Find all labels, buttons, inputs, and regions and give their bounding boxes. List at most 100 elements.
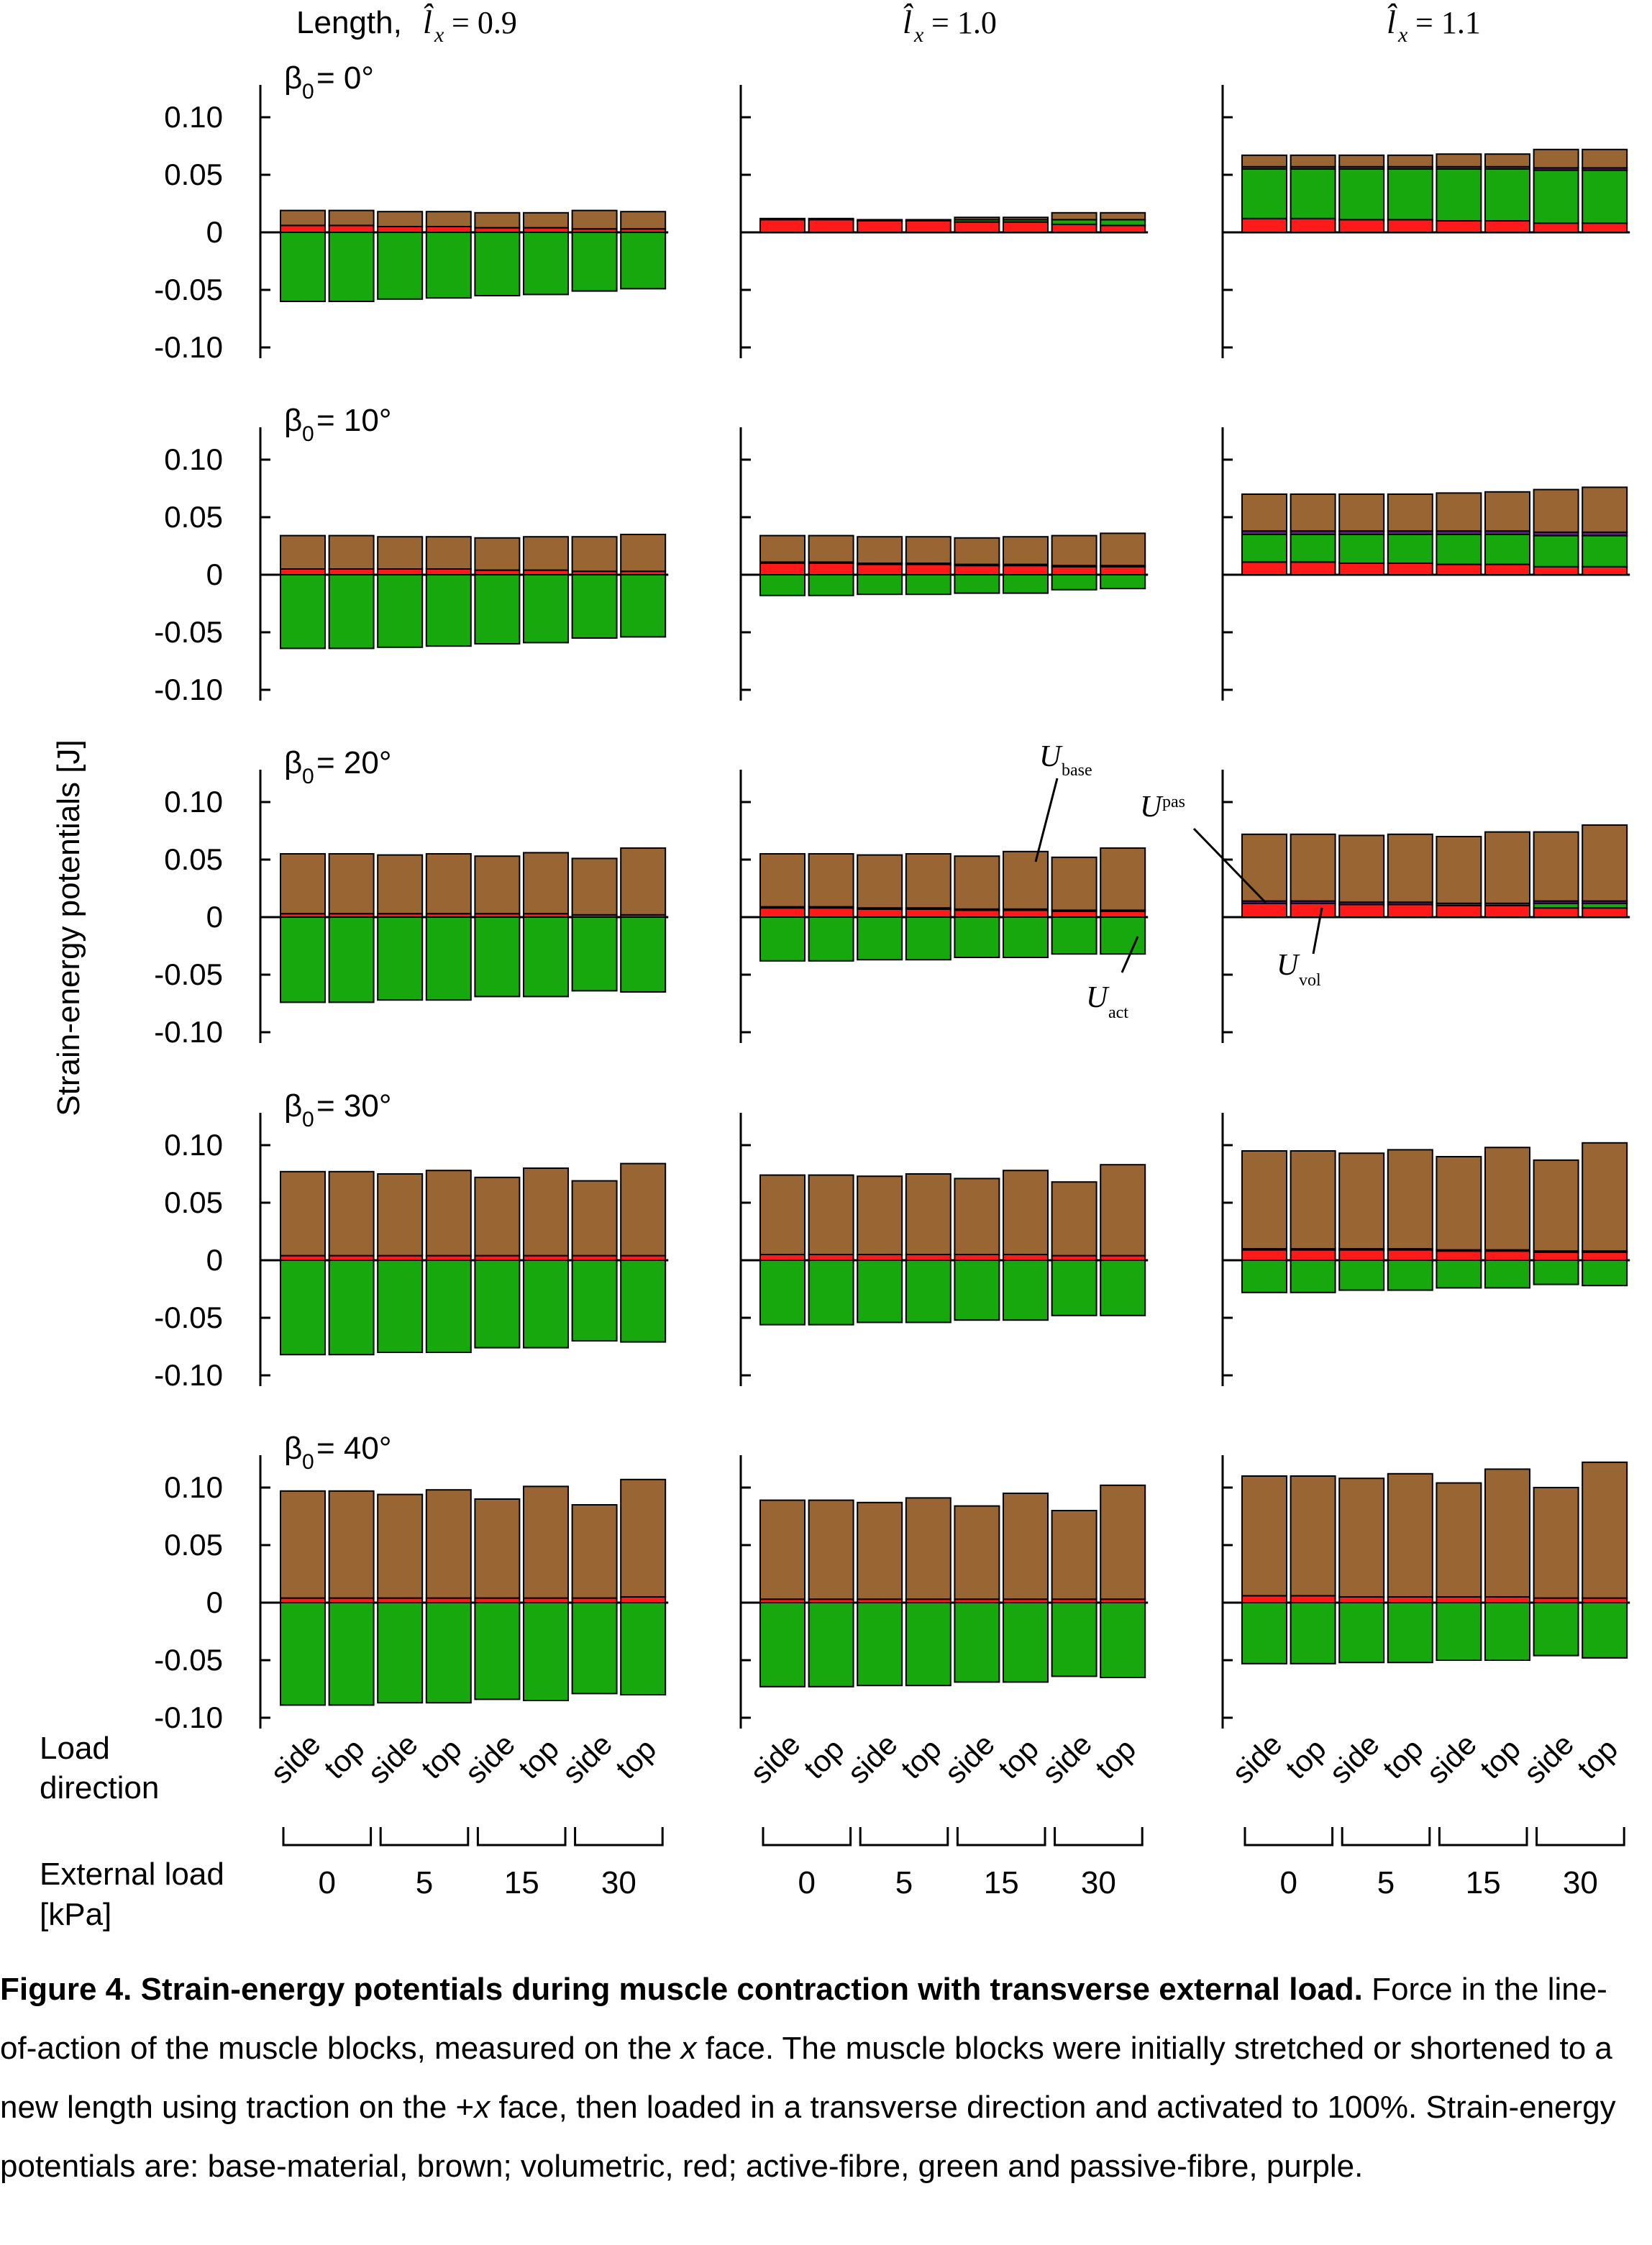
bar-active-negative [1003,916,1049,958]
y-tick-label: 0 [206,900,223,934]
bar-volumetric [1387,903,1433,919]
external-load-value: 5 [1377,1865,1395,1900]
bar-active-negative [759,574,806,596]
y-tick-label: -0.10 [154,673,223,706]
bar-base [620,847,667,916]
bar-volumetric [1100,565,1146,575]
caption-title: Figure 4. Strain-energy potentials durin… [0,1972,1363,2007]
beta-label: β [284,1431,302,1466]
bar-base [1582,486,1628,533]
bar-volumetric [759,907,806,918]
bar-volumetric [857,908,903,919]
bar-active-negative [425,574,472,647]
bar-active-positive [1533,169,1579,224]
bar-base [1582,148,1628,169]
bar-volumetric [759,219,806,233]
external-load-value: 5 [895,1865,913,1900]
bar-active-negative [620,1602,667,1695]
bar-base [1290,833,1336,902]
bar-volumetric [1241,1249,1287,1261]
load-direction-label-2: direction [40,1770,159,1805]
bar-volumetric [1290,1595,1336,1603]
bar-base [1051,1510,1097,1600]
bar-base [1241,1475,1287,1597]
beta-value: = 10° [316,403,391,438]
bar-base [1290,1475,1336,1597]
beta-subscript: 0 [302,422,314,446]
bar-active-negative [808,1260,854,1326]
bar-active-negative [571,574,618,639]
bar-active-negative [857,1602,903,1687]
bar-volumetric [954,565,1000,576]
x-axis-labels: Load direction External load [kPa] [40,1731,224,1932]
bar-volumetric [280,568,326,575]
load-direction-label: top [1473,1731,1527,1785]
bar-active-negative [1436,1260,1482,1289]
bar-base [1533,1487,1579,1599]
bar-volumetric [1338,903,1385,919]
external-load-value: 5 [416,1865,433,1900]
beta-label: β [284,403,302,438]
bar-base [808,853,854,908]
bar-base [377,211,424,228]
bar-volumetric [954,909,1000,919]
external-load-value: 30 [1563,1865,1598,1900]
load-group-bracket [1535,1827,1625,1846]
bar-active-positive [1484,168,1530,222]
bar-base [1003,536,1049,565]
bar-base [1484,1147,1530,1251]
y-tick-label: 0 [206,215,223,249]
bar-base [1290,493,1336,532]
bar-base [425,536,472,570]
bar-base [1533,1159,1579,1252]
bar-base [425,1170,472,1257]
bar-base [280,1170,326,1257]
external-load-value: 30 [1081,1865,1116,1900]
bar-base [905,219,952,222]
bar-base [1100,1164,1146,1257]
figure-caption: Figure 4. Strain-energy potentials durin… [0,1960,1647,2196]
bar-base [1484,831,1530,904]
bar-base [328,209,375,227]
bar-active-negative [905,574,952,596]
bar-base [523,1167,569,1257]
bar-volumetric [1290,217,1336,233]
load-direction-label: top [1376,1731,1430,1785]
bar-base [759,1499,806,1600]
panels: 0.100.050-0.05-0.10β 0 = 0°0.100.050-0.05-… [154,60,1630,1734]
bar-base [1436,836,1482,904]
lx-symbol-1: l̂ [423,4,434,40]
u-pas-label: U [1140,791,1164,824]
bar-active-negative [857,574,903,596]
bar-active-positive [1582,534,1628,568]
load-direction-label: top [1279,1731,1333,1785]
bar-active-negative [1387,1602,1433,1664]
bar-active-negative [954,1602,1000,1683]
bar-base [377,1173,424,1257]
caption-x-2: x [474,2090,490,2125]
bar-volumetric [1387,219,1433,233]
load-direction-label: side [1035,1727,1098,1790]
bar-base [620,1162,667,1257]
bar-base [1484,491,1530,532]
bar-active-negative [1003,1260,1049,1321]
bar-base [808,1174,854,1255]
y-tick-label: 0.05 [164,500,223,534]
load-direction-label: top [894,1731,948,1785]
bar-active-negative [474,232,521,296]
bar-active-negative [1387,1260,1433,1291]
external-load-value: 30 [601,1865,636,1900]
bar-volumetric [1436,1596,1482,1603]
bar-base [328,853,375,915]
bar-active-negative [377,574,424,648]
bar-base [1436,492,1482,532]
bar-volumetric [1387,1249,1433,1261]
bar-volumetric [1387,1596,1433,1603]
bar-active-negative [1436,1602,1482,1661]
bar-base [1338,493,1385,532]
bar-volumetric [1241,217,1287,233]
bar-volumetric [1533,222,1579,234]
bar-volumetric [857,563,903,575]
bar-base [474,537,521,571]
bar-base [1582,1142,1628,1252]
